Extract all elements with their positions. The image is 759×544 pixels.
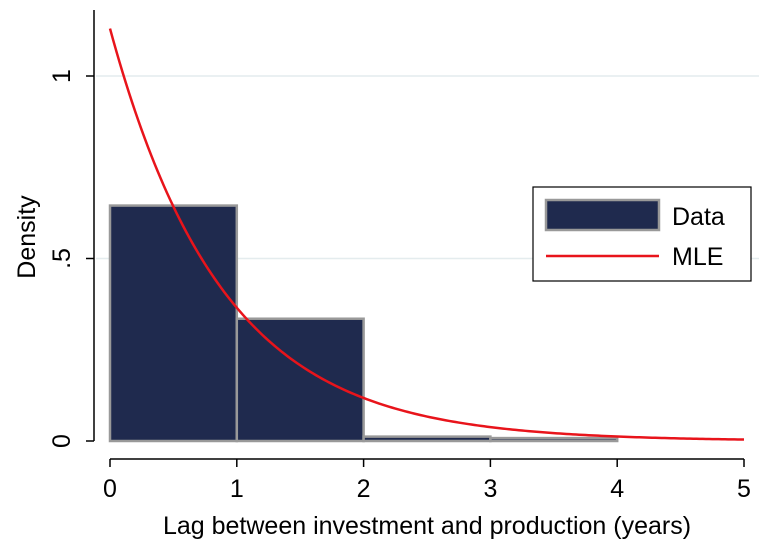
y-axis-title: Density bbox=[13, 195, 41, 279]
histogram-bar-2 bbox=[362, 435, 492, 443]
mle-curve-layer bbox=[108, 28, 745, 441]
legend: Data MLE bbox=[532, 186, 752, 282]
x-tick-label-0: 0 bbox=[103, 475, 117, 503]
histogram-bar-3 bbox=[489, 436, 619, 443]
histogram-bars bbox=[108, 204, 619, 443]
y-tick-label-2: 1 bbox=[48, 69, 76, 83]
x-tick-label-1: 1 bbox=[230, 475, 244, 503]
x-axis-title: Lag between investment and production (y… bbox=[163, 512, 691, 540]
y-axis: 0.51 bbox=[48, 10, 95, 448]
histogram-bar-0 bbox=[108, 204, 239, 443]
x-tick-label-3: 3 bbox=[483, 475, 497, 503]
histogram-bar-1 bbox=[235, 317, 365, 443]
y-tick-label-0: 0 bbox=[48, 434, 76, 448]
mle-curve bbox=[108, 28, 745, 441]
x-tick-label-5: 5 bbox=[737, 475, 751, 503]
x-tick-label-2: 2 bbox=[357, 475, 371, 503]
legend-label-mle: MLE bbox=[672, 243, 723, 271]
legend-label-data: Data bbox=[672, 203, 725, 231]
legend-swatch-data bbox=[544, 198, 661, 232]
x-axis: 0 1 2 3 4 5 bbox=[103, 458, 751, 503]
y-tick-label-1: .5 bbox=[48, 248, 76, 269]
x-tick-label-4: 4 bbox=[610, 475, 624, 503]
